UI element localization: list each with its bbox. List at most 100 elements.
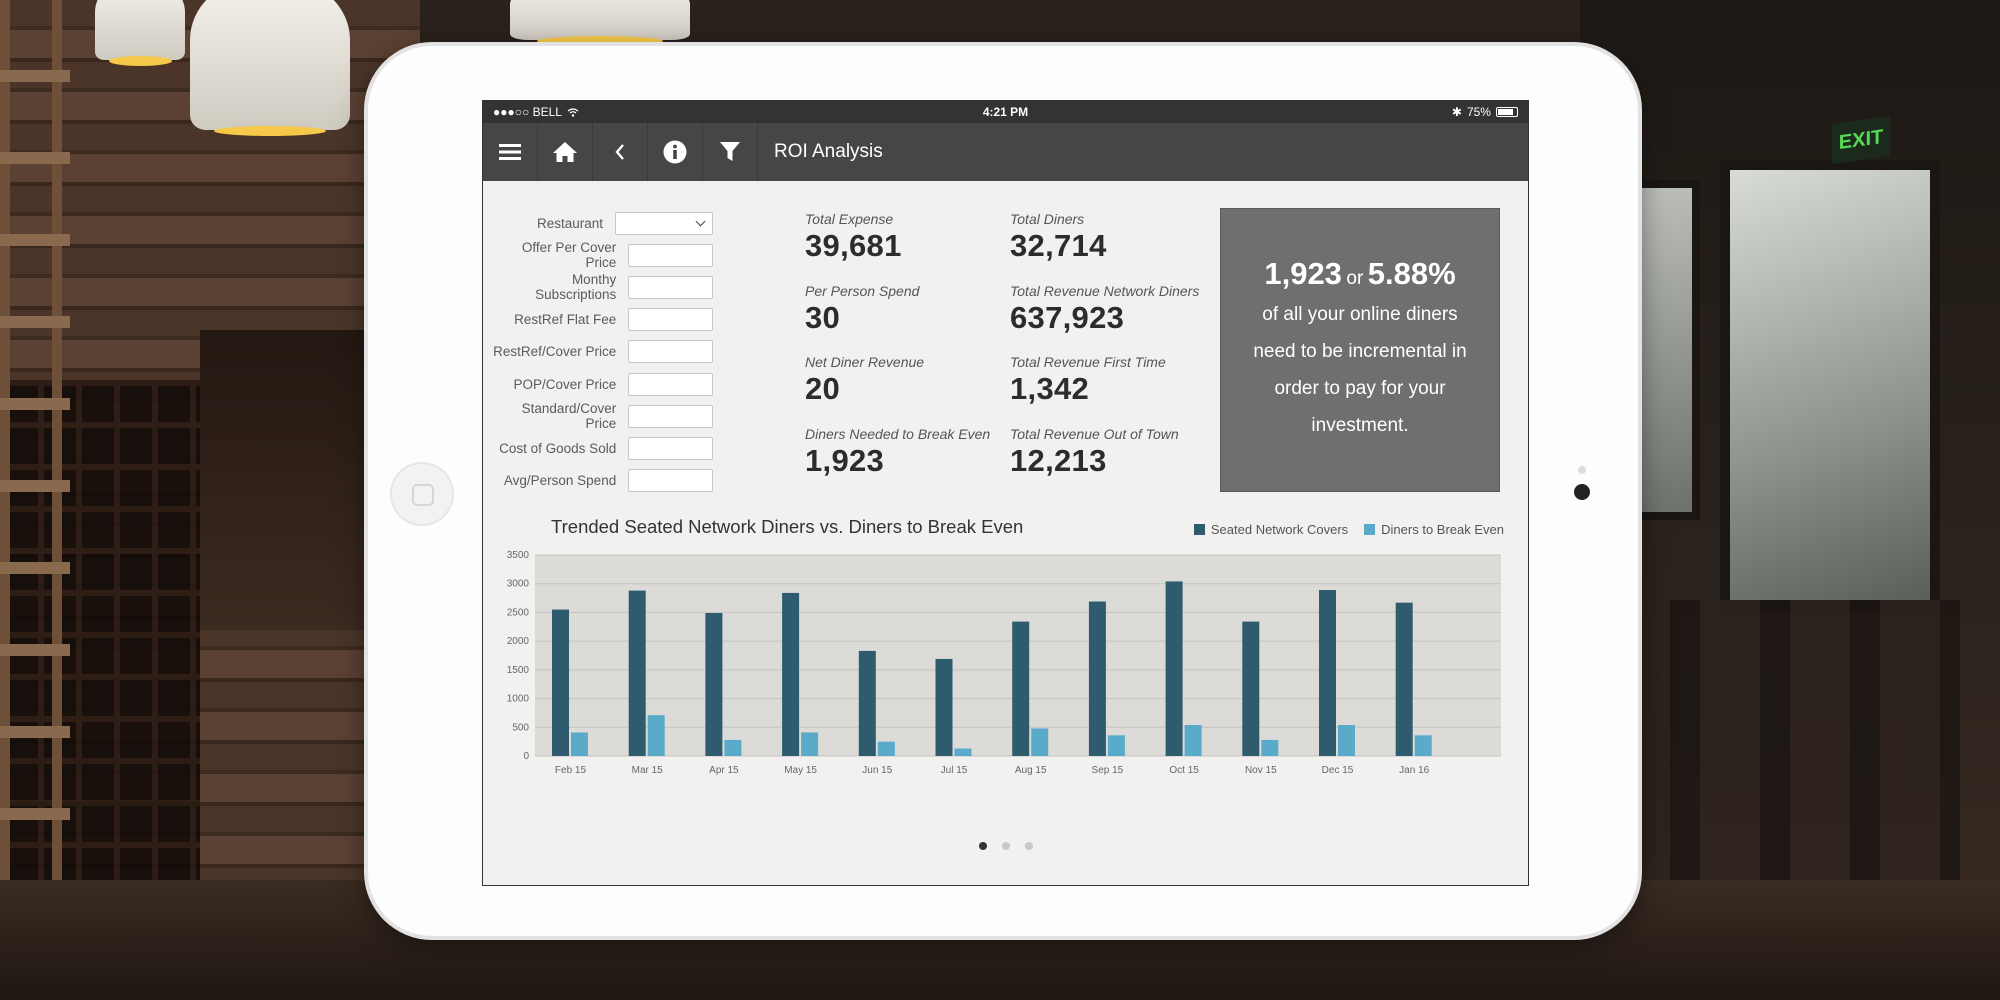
x-tick-label: Dec 15 (1322, 765, 1354, 776)
x-tick-label: Feb 15 (555, 765, 587, 776)
x-tick-label: May 15 (784, 765, 817, 776)
metric-diners-needed: Diners Needed to Break Even 1,923 (805, 426, 990, 498)
field-label: POP/Cover Price (513, 376, 617, 392)
standard-cover-price-input[interactable] (628, 404, 713, 428)
field-label: Offer Per Cover Price (521, 240, 617, 271)
bar-shelf (200, 330, 400, 630)
chart-legend: Seated Network Covers Diners to Break Ev… (1193, 522, 1504, 537)
bar-diners-to-break-even (1338, 724, 1355, 756)
bar-diners-to-break-even (801, 732, 819, 756)
metric-value: 637,923 (1010, 299, 1125, 335)
x-tick-label: Jan 16 (1399, 765, 1429, 776)
status-bar: ●●●○○ BELL 4:21 PM ✱ 75% (483, 101, 1528, 123)
menu-button[interactable] (483, 123, 538, 181)
pendant-lamp (190, 0, 350, 136)
page-title: ROI Analysis (774, 141, 883, 162)
form-row: POP/Cover Price (493, 368, 713, 400)
monthly-subscriptions-input[interactable] (628, 275, 713, 299)
metric-value: 32,714 (1010, 228, 1107, 263)
restref-cover-price-input[interactable] (628, 340, 713, 364)
page-dot[interactable] (978, 842, 987, 850)
form-row: RestRef/Cover Price (493, 336, 713, 368)
bar-diners-to-break-even (1414, 735, 1432, 756)
form-row: RestRef Flat Fee (493, 304, 713, 336)
back-button[interactable] (593, 123, 648, 181)
field-label: RestRef Flat Fee (514, 312, 617, 328)
bar-seated-network-covers (1088, 601, 1106, 756)
menu-icon (499, 144, 521, 160)
bar-diners-to-break-even (1261, 739, 1279, 756)
restaurant-select-value (615, 211, 713, 235)
metric-value: 20 (805, 371, 841, 406)
metrics-column-left: Total Expense 39,681 Per Person Spend 30… (805, 211, 990, 497)
form-row: Offer Per Cover Price (493, 239, 713, 271)
metric-total-revenue-first-time: Total Revenue First Time 1,342 (1010, 354, 1199, 426)
restref-flat-fee-input[interactable] (628, 308, 713, 332)
x-tick-label: Nov 15 (1245, 765, 1277, 776)
callout-or: or (1346, 268, 1364, 289)
page-indicator (483, 842, 1528, 850)
field-label: RestRef/Cover Price (493, 344, 617, 360)
legend-swatch-breakeven (1364, 524, 1376, 535)
form-row: Avg/Person Spend (493, 465, 713, 497)
metrics-column-right: Total Diners 32,714 Total Revenue Networ… (1010, 211, 1199, 497)
filter-button[interactable] (703, 123, 758, 181)
bar-diners-to-break-even (954, 748, 972, 756)
metric-total-revenue-out-of-town: Total Revenue Out of Town 12,213 (1010, 426, 1199, 498)
bar-chart: 0 500 1000 1500 2000 2500 3000 3500 Feb 15 Mar 15… (507, 550, 1501, 776)
y-tick-label: 1000 (507, 694, 530, 705)
home-button[interactable] (538, 123, 593, 181)
bluetooth-icon: ✱ (1451, 105, 1462, 119)
bar-diners-to-break-even (571, 732, 588, 756)
form-row: Monthy Subscriptions (493, 271, 713, 303)
bar-diners-to-break-even (877, 741, 895, 756)
info-button[interactable] (648, 123, 703, 181)
metric-label: Diners Needed to Break Even (805, 425, 991, 442)
battery-percent: 75% (1466, 105, 1491, 119)
metric-net-diner-revenue: Net Diner Revenue 20 (805, 354, 990, 426)
legend-item-breakeven: Diners to Break Even (1364, 522, 1504, 537)
y-tick-label: 3000 (507, 579, 530, 590)
field-label: Standard/Cover Price (521, 401, 617, 432)
metric-total-expense: Total Expense 39,681 (805, 211, 990, 283)
pendant-lamp (510, 0, 690, 46)
bar-seated-network-covers (858, 650, 876, 756)
bar-seated-network-covers (628, 590, 646, 756)
page-dot[interactable] (1024, 842, 1033, 850)
exit-sign: EXIT (1832, 115, 1890, 165)
legend-swatch-seated (1193, 524, 1205, 535)
metric-label: Total Revenue Out of Town (1010, 425, 1179, 442)
y-tick-label: 0 (523, 751, 529, 762)
field-label: Avg/Person Spend (503, 473, 617, 489)
field-label: Cost of Goods Sold (499, 440, 617, 456)
avg-person-spend-input[interactable] (628, 469, 713, 493)
cost-of-goods-sold-input[interactable] (628, 436, 713, 460)
metric-per-person-spend: Per Person Spend 30 (805, 283, 990, 355)
tablet-home-button[interactable] (390, 462, 454, 526)
form-row-restaurant: Restaurant (493, 207, 713, 239)
metric-total-diners: Total Diners 32,714 (1010, 211, 1199, 283)
app-screen: ●●●○○ BELL 4:21 PM ✱ 75% (482, 100, 1529, 886)
metric-total-revenue-network: Total Revenue Network Diners 637,923 (1010, 283, 1199, 355)
bar-diners-to-break-even (1184, 724, 1202, 756)
bar-seated-network-covers (1319, 590, 1336, 756)
form-row: Standard/Cover Price (493, 400, 713, 432)
metric-label: Total Expense (805, 211, 894, 227)
field-label: Monthy Subscriptions (535, 272, 617, 303)
bar-diners-to-break-even (647, 715, 665, 756)
metric-label: Total Diners (1010, 211, 1085, 227)
back-icon (615, 144, 624, 160)
y-tick-label: 3500 (507, 550, 530, 561)
callout-count: 1,923 (1264, 256, 1342, 291)
metric-value: 30 (805, 299, 841, 335)
pop-cover-price-input[interactable] (628, 372, 713, 396)
restaurant-select[interactable] (615, 211, 713, 235)
callout-message: of all your online diners need to be inc… (1253, 304, 1467, 436)
offer-per-cover-price-input[interactable] (628, 243, 713, 267)
x-tick-label: Mar 15 (632, 765, 664, 776)
page-dot[interactable] (1001, 842, 1010, 850)
metric-label: Total Revenue Network Diners (1010, 282, 1200, 299)
battery-icon (1495, 107, 1518, 117)
legend-label: Diners to Break Even (1381, 522, 1504, 537)
